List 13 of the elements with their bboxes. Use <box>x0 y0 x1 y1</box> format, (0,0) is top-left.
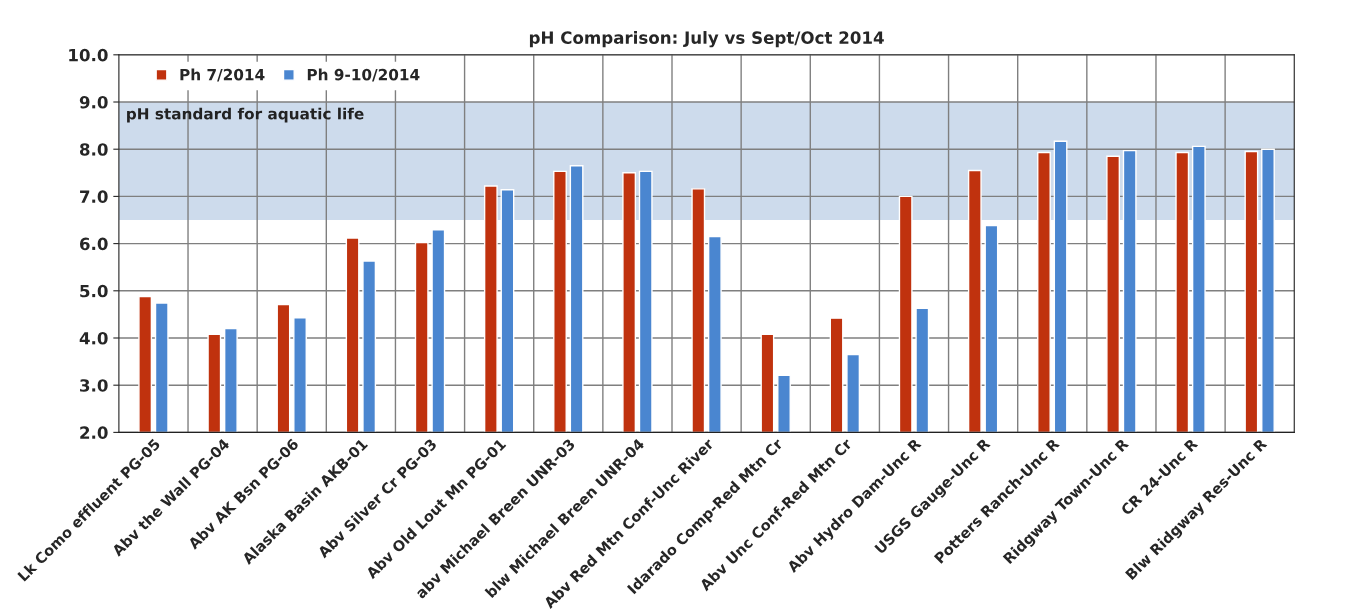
y-tick-label: 7.0 <box>80 190 108 203</box>
chart-title: pH Comparison: July vs Sept/Oct 2014 <box>529 31 884 48</box>
band-label: pH standard for aquatic life <box>127 107 364 123</box>
y-tick-label: 3.0 <box>80 379 108 392</box>
y-tick-label: 4.0 <box>79 331 108 345</box>
y-tick-label: 8.0 <box>79 143 108 156</box>
legend-label: Ph 7/2014 <box>180 68 265 82</box>
y-tick-label: 2.0 <box>80 426 108 439</box>
y-tick-label: 9.0 <box>79 95 108 109</box>
y-tick-label: 10.0 <box>69 48 108 62</box>
legend-label: Ph 9-10/2014 <box>307 68 420 82</box>
y-tick-label: 6.0 <box>79 237 108 251</box>
y-tick-label: 5.0 <box>80 284 108 298</box>
